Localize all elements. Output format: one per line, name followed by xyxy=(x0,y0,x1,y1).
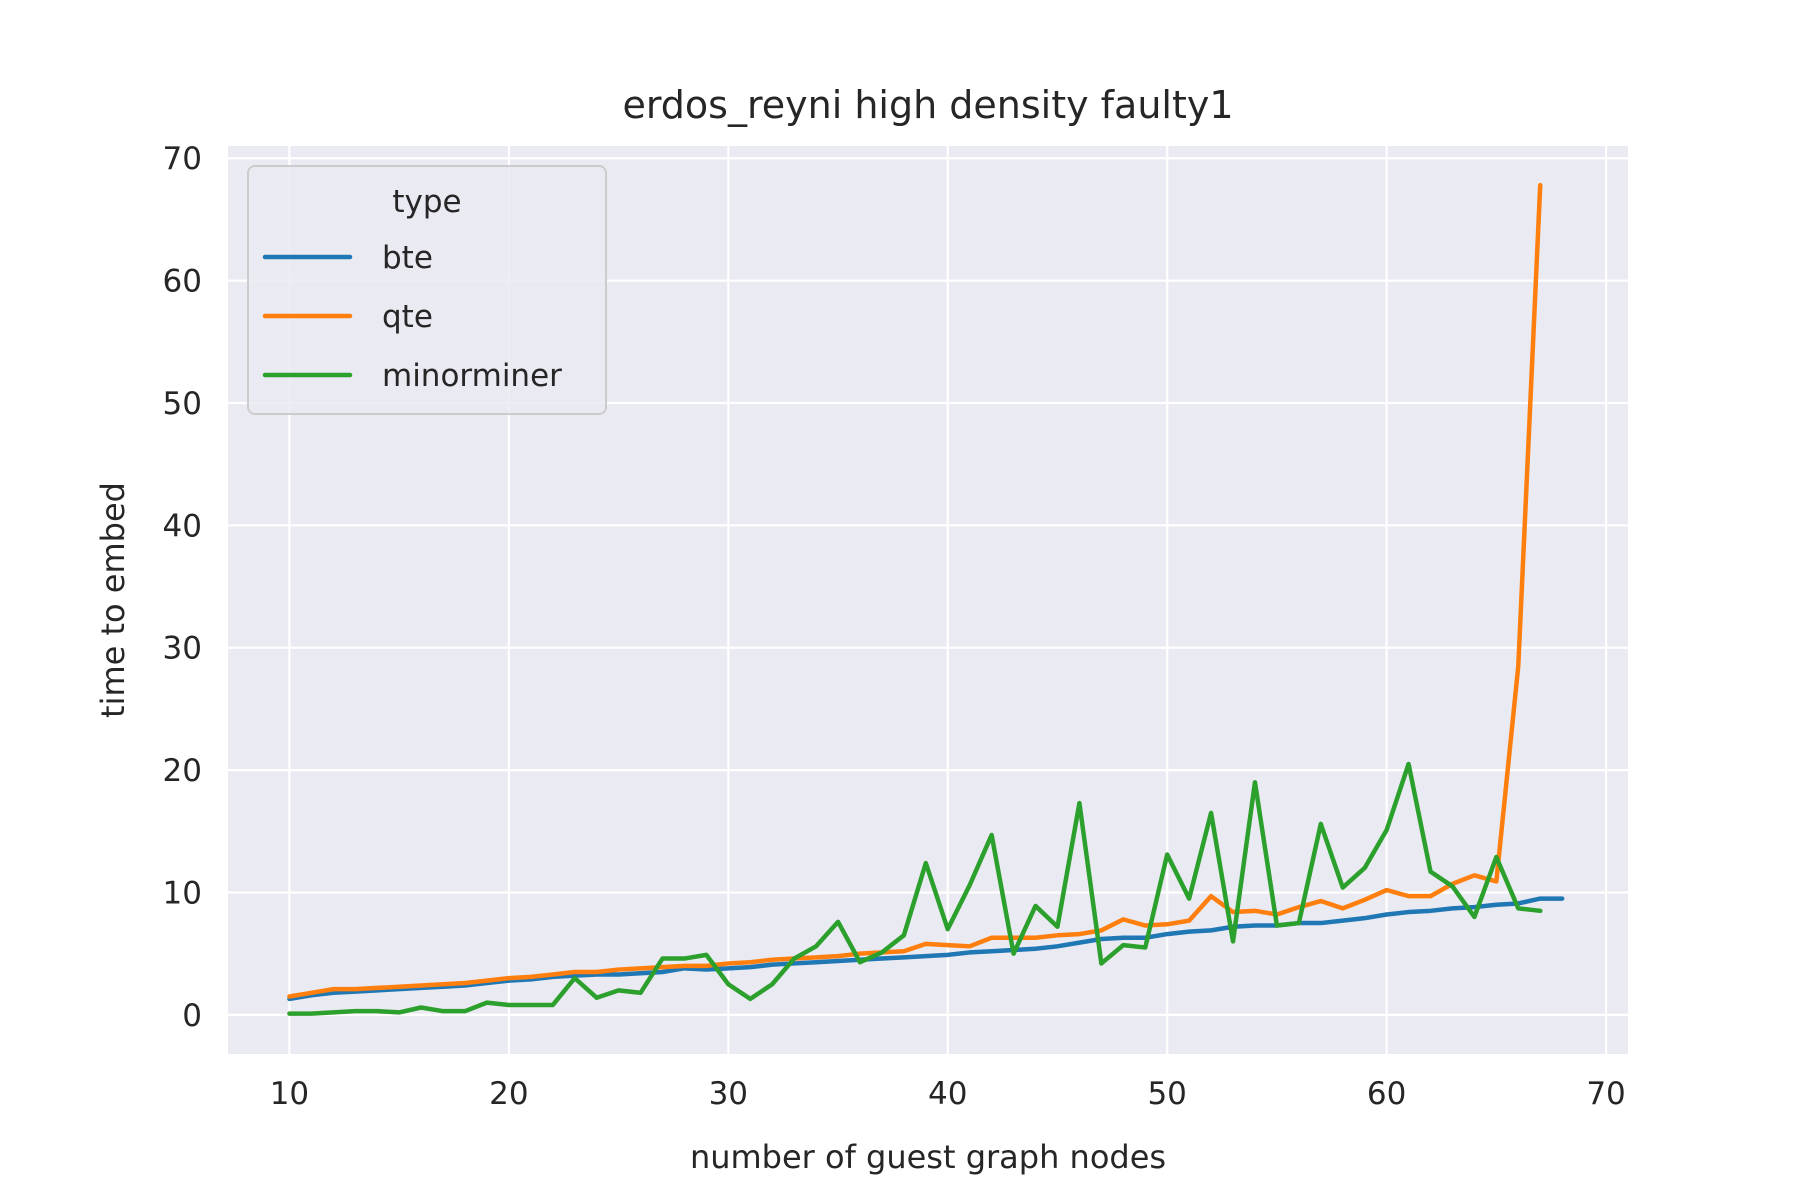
y-tick-label: 60 xyxy=(163,264,202,300)
y-tick-label: 40 xyxy=(163,508,202,544)
series-layer xyxy=(287,182,1565,1016)
series-line-minorminer xyxy=(287,761,1543,1016)
legend-label-bte: bte xyxy=(382,240,433,276)
x-tick-labels: 10 20 30 40 50 60 70 xyxy=(270,1076,1626,1112)
grid xyxy=(228,146,1628,1054)
legend-label-qte: qte xyxy=(382,299,433,335)
series-line-bte xyxy=(287,896,1565,1002)
x-tick-label: 60 xyxy=(1367,1076,1406,1112)
y-tick-label: 70 xyxy=(163,141,202,177)
legend: type bte qte minorminer xyxy=(247,165,607,415)
legend-label-minorminer: minorminer xyxy=(382,358,562,394)
chart-title: erdos_reyni high density faulty1 xyxy=(622,83,1233,127)
x-axis-title: number of guest graph nodes xyxy=(690,1138,1166,1176)
x-tick-label: 20 xyxy=(489,1076,528,1112)
x-tick-label: 70 xyxy=(1586,1076,1625,1112)
x-tick-label: 30 xyxy=(709,1076,748,1112)
x-tick-label: 50 xyxy=(1147,1076,1186,1112)
y-tick-label: 30 xyxy=(163,631,202,667)
y-tick-label: 20 xyxy=(163,753,202,789)
legend-box xyxy=(247,165,607,415)
y-tick-label: 50 xyxy=(163,386,202,422)
y-tick-label: 0 xyxy=(182,998,202,1034)
y-axis-title: time to embed xyxy=(94,482,132,718)
legend-title: type xyxy=(392,184,461,220)
x-tick-label: 10 xyxy=(270,1076,309,1112)
series-line-qte xyxy=(287,182,1543,999)
y-tick-labels: 0 10 20 30 40 50 60 70 xyxy=(163,141,202,1034)
y-tick-label: 10 xyxy=(163,875,202,911)
x-tick-label: 40 xyxy=(928,1076,967,1112)
